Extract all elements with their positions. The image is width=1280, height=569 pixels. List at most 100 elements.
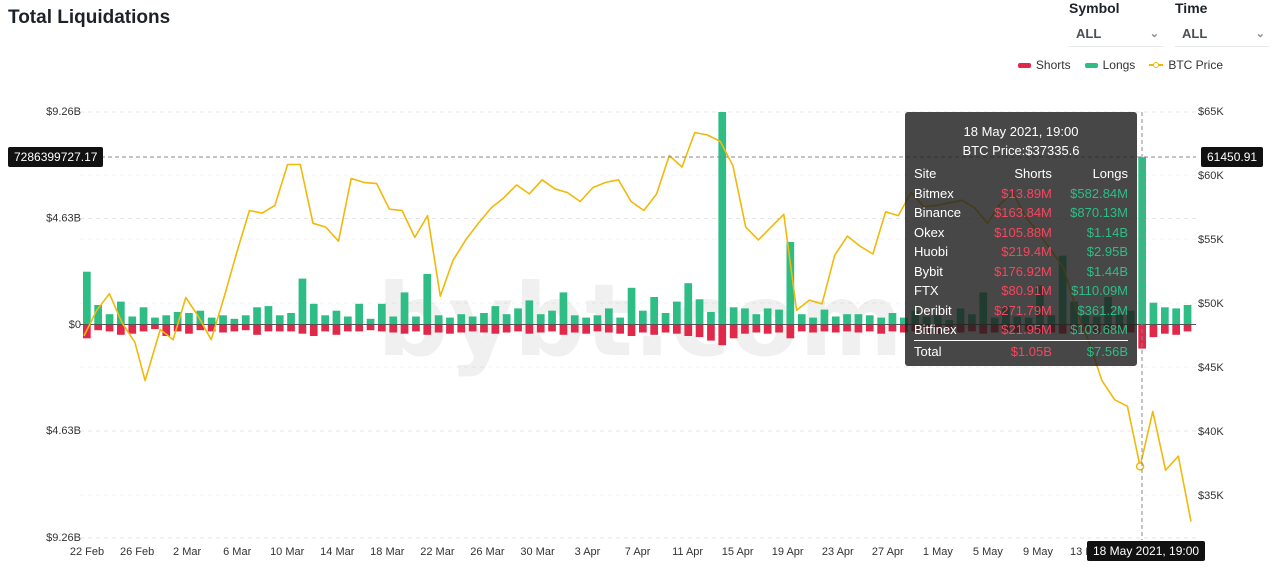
legend-item-longs[interactable]: Longs: [1084, 58, 1135, 72]
shorts-bar: [775, 324, 783, 333]
shorts-bar: [344, 324, 352, 332]
shorts-bar: [423, 324, 432, 335]
legend-item-btc-price[interactable]: BTC Price: [1149, 58, 1223, 72]
crosshair-x-label: 18 May 2021, 19:00: [1087, 541, 1206, 561]
longs-bar: [196, 310, 205, 325]
longs-bar: [83, 271, 91, 325]
longs-bar: [207, 317, 216, 325]
x-tick-label: 22 Feb: [70, 546, 104, 558]
tooltip-shorts: $80.91M: [1001, 283, 1052, 299]
shorts-bar: [525, 324, 534, 334]
x-tick-label: 18 Mar: [370, 546, 405, 558]
shorts-swatch-icon: [1017, 62, 1031, 68]
shorts-bar: [412, 324, 420, 332]
shorts-bar: [820, 324, 829, 332]
shorts-bar: [117, 324, 125, 335]
shorts-bar: [207, 324, 216, 332]
longs-bar: [366, 318, 375, 325]
y-left-tick-label: $4.63B: [46, 213, 81, 225]
tooltip-header-row: Site Shorts Longs: [914, 164, 1128, 184]
longs-bar: [491, 306, 500, 325]
shorts-bar: [230, 324, 239, 332]
tooltip-col-shorts: Shorts: [1014, 166, 1052, 182]
tooltip-date: 18 May 2021, 19:00: [963, 124, 1079, 139]
longs-bar: [264, 306, 273, 325]
shorts-bar: [582, 324, 590, 334]
tooltip-row: Huobi $219.4M $2.95B: [914, 242, 1128, 262]
longs-bar: [457, 314, 466, 325]
tooltip-col-site: Site: [914, 166, 937, 182]
tooltip-shorts: $163.84M: [994, 205, 1052, 221]
time-filter: Time ALL ⌄: [1175, 0, 1269, 47]
x-tick-label: 15 Apr: [722, 546, 754, 558]
shorts-bar: [854, 324, 863, 333]
longs-bar: [162, 315, 171, 325]
shorts-bar: [900, 324, 908, 333]
tooltip-site: Bybit: [914, 263, 943, 279]
shorts-bar: [491, 324, 500, 334]
chevron-down-icon: ⌄: [1149, 27, 1159, 40]
x-tick-label: 26 Feb: [120, 546, 154, 558]
longs-bar: [900, 317, 908, 325]
longs-bar: [843, 314, 851, 325]
longs-bar: [650, 297, 658, 325]
longs-bar: [639, 310, 647, 325]
shorts-bar: [865, 324, 874, 332]
longs-bar: [1149, 302, 1158, 325]
longs-bar: [582, 317, 590, 325]
x-tick-label: 11 Apr: [672, 546, 703, 558]
longs-bar: [514, 308, 522, 325]
longs-bar: [400, 292, 409, 325]
longs-bar: [627, 287, 636, 325]
longs-bar: [230, 318, 239, 325]
y-right-tick-label: $60K: [1198, 170, 1224, 182]
btc-price-point: [1135, 462, 1145, 471]
tooltip-site: Okex: [914, 224, 945, 240]
longs-bar: [185, 313, 193, 325]
symbol-select[interactable]: ALL ⌄: [1069, 20, 1163, 47]
shorts-bar: [185, 324, 193, 334]
longs-bar: [559, 292, 568, 325]
x-tick-label: 10 Mar: [270, 546, 305, 558]
longs-bar: [525, 300, 534, 325]
shorts-bar: [105, 324, 114, 332]
shorts-bar: [718, 324, 727, 346]
longs-bar: [548, 310, 556, 325]
legend-item-shorts[interactable]: Shorts: [1017, 58, 1071, 72]
shorts-bar: [650, 324, 658, 335]
longs-bar: [786, 241, 795, 325]
longs-bar: [707, 311, 715, 325]
shorts-bar: [1183, 324, 1192, 332]
tooltip-longs: $1.14B: [1086, 224, 1128, 240]
y-left-tick-label: $0: [69, 319, 81, 331]
tooltip-longs: $582.84M: [1070, 185, 1128, 201]
longs-bar: [1161, 307, 1169, 325]
shorts-bar: [627, 324, 636, 336]
longs-bar: [423, 274, 432, 325]
shorts-bar: [264, 324, 273, 332]
longs-bar: [128, 316, 137, 325]
tooltip-btc-price: BTC Price:$37335.6: [962, 143, 1080, 158]
time-select[interactable]: ALL ⌄: [1175, 20, 1269, 47]
tooltip-shorts: $219.4M: [1001, 244, 1052, 260]
x-tick-label: 9 May: [1023, 546, 1053, 558]
x-tick-label: 30 Mar: [520, 546, 555, 558]
longs-bar: [718, 112, 727, 325]
time-label: Time: [1175, 0, 1208, 16]
y-right-tick-label: $55K: [1198, 234, 1224, 246]
shorts-bar: [593, 324, 602, 332]
tooltip-row: Bybit $176.92M $1.44B: [914, 262, 1128, 282]
symbol-select-value: ALL: [1076, 25, 1102, 41]
y-right-tick-label: $45K: [1198, 362, 1224, 374]
x-tick-label: 14 Mar: [320, 546, 355, 558]
longs-bar: [741, 308, 749, 325]
shorts-bar: [752, 324, 761, 333]
longs-bar: [809, 317, 817, 325]
shorts-bar: [128, 324, 137, 334]
longs-bar: [219, 315, 227, 325]
longs-bar: [105, 314, 114, 325]
longs-bar: [888, 313, 897, 325]
tooltip-total-shorts: $1.05B: [975, 339, 1052, 363]
x-tick-label: 27 Apr: [872, 546, 904, 558]
